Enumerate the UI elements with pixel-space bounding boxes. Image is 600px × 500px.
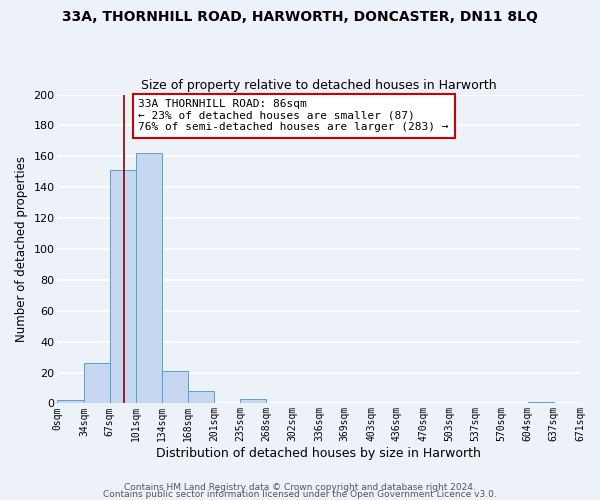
Bar — [528, 402, 554, 404]
Text: 33A THORNHILL ROAD: 86sqm
← 23% of detached houses are smaller (87)
76% of semi-: 33A THORNHILL ROAD: 86sqm ← 23% of detac… — [139, 99, 449, 132]
Bar — [84, 364, 110, 404]
Text: Contains HM Land Registry data © Crown copyright and database right 2024.: Contains HM Land Registry data © Crown c… — [124, 484, 476, 492]
Text: Contains public sector information licensed under the Open Government Licence v3: Contains public sector information licen… — [103, 490, 497, 499]
Y-axis label: Number of detached properties: Number of detached properties — [15, 156, 28, 342]
Bar — [188, 391, 214, 404]
Bar — [136, 153, 162, 404]
Bar — [110, 170, 136, 404]
X-axis label: Distribution of detached houses by size in Harworth: Distribution of detached houses by size … — [156, 447, 481, 460]
Text: 33A, THORNHILL ROAD, HARWORTH, DONCASTER, DN11 8LQ: 33A, THORNHILL ROAD, HARWORTH, DONCASTER… — [62, 10, 538, 24]
Bar — [58, 400, 84, 404]
Title: Size of property relative to detached houses in Harworth: Size of property relative to detached ho… — [141, 79, 497, 92]
Bar — [162, 371, 188, 404]
Bar — [241, 399, 266, 404]
